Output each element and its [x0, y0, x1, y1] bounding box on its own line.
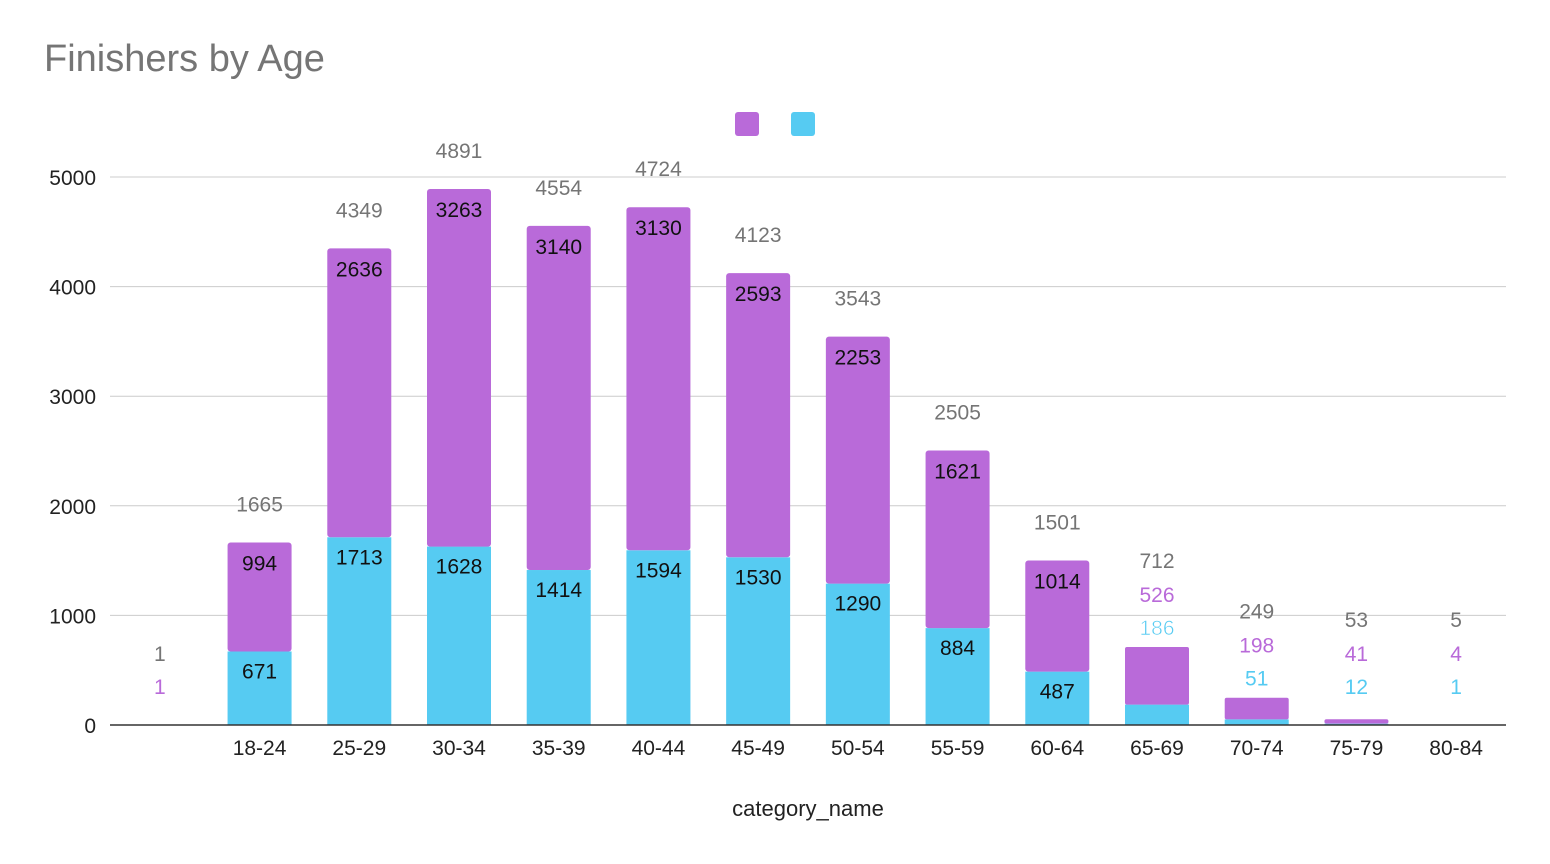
data-label-top: 3130 [635, 217, 682, 240]
bar-segment-top [825, 336, 890, 584]
bar-segment-bottom [1025, 671, 1090, 725]
bar-segment-bottom [1224, 719, 1289, 725]
y-tick-label: 1000 [49, 605, 96, 628]
data-label-top: 2253 [834, 347, 881, 370]
data-label-top: 2593 [735, 283, 782, 306]
bar-segment-top [925, 450, 990, 629]
data-label-top: 3140 [535, 236, 582, 259]
bar-segment-top [626, 207, 691, 551]
bar-segment-top [1025, 560, 1090, 672]
x-tick-label: 50-54 [831, 737, 885, 760]
x-tick-label: 35-39 [532, 737, 586, 760]
bar-segment-bottom [726, 557, 791, 725]
x-tick-label: 40-44 [632, 737, 686, 760]
y-tick-label: 0 [84, 715, 96, 738]
bar-segment-top [427, 188, 491, 547]
x-tick-label: 25-29 [332, 737, 386, 760]
bar-segment-top [726, 273, 791, 558]
bar-segment-top [526, 225, 591, 571]
bar-segment-bottom [1125, 704, 1189, 725]
x-tick-label: 80-84 [1429, 737, 1483, 760]
legend-swatch-top-series [735, 112, 759, 136]
data-label-total: 5 [1450, 609, 1462, 632]
bar-segment-bottom [626, 550, 691, 725]
legend-swatch-bottom-series [791, 112, 815, 136]
data-label-bottom: 186 [1139, 617, 1174, 640]
bar-segment-top [1324, 719, 1389, 724]
data-label-total: 249 [1239, 601, 1274, 624]
data-label-total: 4891 [436, 140, 483, 163]
bar-segment-top [227, 542, 292, 652]
bar-segment-bottom [227, 651, 292, 725]
data-label-top: 526 [1139, 584, 1174, 607]
x-tick-label: 45-49 [731, 737, 785, 760]
bar-segment-bottom [327, 537, 392, 725]
data-label-total: 4123 [735, 224, 782, 247]
data-label-bottom: 1594 [635, 559, 682, 582]
data-label-bottom: 671 [242, 660, 277, 683]
data-label-top: 1 [154, 676, 166, 699]
data-label-top: 4 [1450, 643, 1462, 666]
data-label-top: 1014 [1034, 570, 1081, 593]
data-label-bottom: 1713 [336, 546, 383, 569]
y-tick-label: 2000 [49, 496, 96, 519]
data-label-total: 4724 [635, 158, 682, 181]
x-tick-label: 18-24 [233, 737, 287, 760]
bar-segment-top [1224, 697, 1289, 720]
data-label-total: 1501 [1034, 511, 1081, 534]
x-tick-label: 55-59 [931, 737, 985, 760]
chart-title: Finishers by Age [44, 38, 325, 80]
data-label-total: 4554 [535, 177, 582, 200]
bar-segment-bottom [825, 583, 890, 725]
data-label-bottom: 1 [1450, 676, 1462, 699]
bar-segment-bottom [925, 628, 990, 725]
data-label-top: 3263 [436, 199, 483, 222]
data-label-bottom: 1290 [834, 593, 881, 616]
x-tick-label: 65-69 [1130, 737, 1184, 760]
bar-segment-bottom [427, 546, 491, 725]
data-label-bottom: 1530 [735, 566, 782, 589]
bar-segment-top [1125, 646, 1189, 705]
data-label-total: 1 [154, 643, 166, 666]
data-label-bottom: 1414 [535, 579, 582, 602]
bar-segment-bottom [526, 570, 591, 725]
data-label-top: 994 [242, 553, 277, 576]
data-label-total: 712 [1139, 550, 1174, 573]
y-tick-label: 4000 [49, 277, 96, 300]
x-axis-title: category_name [732, 796, 884, 821]
data-label-top: 1621 [934, 460, 981, 483]
data-label-top: 198 [1239, 635, 1274, 658]
data-label-top: 2636 [336, 258, 383, 281]
data-label-bottom: 1628 [436, 556, 483, 579]
data-label-bottom: 884 [940, 637, 975, 660]
x-tick-label: 70-74 [1230, 737, 1284, 760]
legend [735, 112, 815, 136]
data-label-total: 1665 [236, 494, 283, 517]
data-label-top: 41 [1345, 643, 1368, 666]
data-label-total: 3543 [834, 288, 881, 311]
data-label-total: 2505 [934, 401, 981, 424]
x-tick-label: 75-79 [1330, 737, 1384, 760]
y-tick-label: 5000 [49, 167, 96, 190]
data-label-bottom: 51 [1245, 668, 1268, 691]
y-tick-label: 3000 [49, 386, 96, 409]
data-label-total: 4349 [336, 199, 383, 222]
data-label-total: 53 [1345, 609, 1368, 632]
data-label-bottom: 487 [1040, 681, 1075, 704]
bar-segment-top [327, 248, 392, 538]
x-tick-label: 60-64 [1030, 737, 1084, 760]
data-label-bottom: 12 [1345, 676, 1368, 699]
x-tick-label: 30-34 [432, 737, 486, 760]
